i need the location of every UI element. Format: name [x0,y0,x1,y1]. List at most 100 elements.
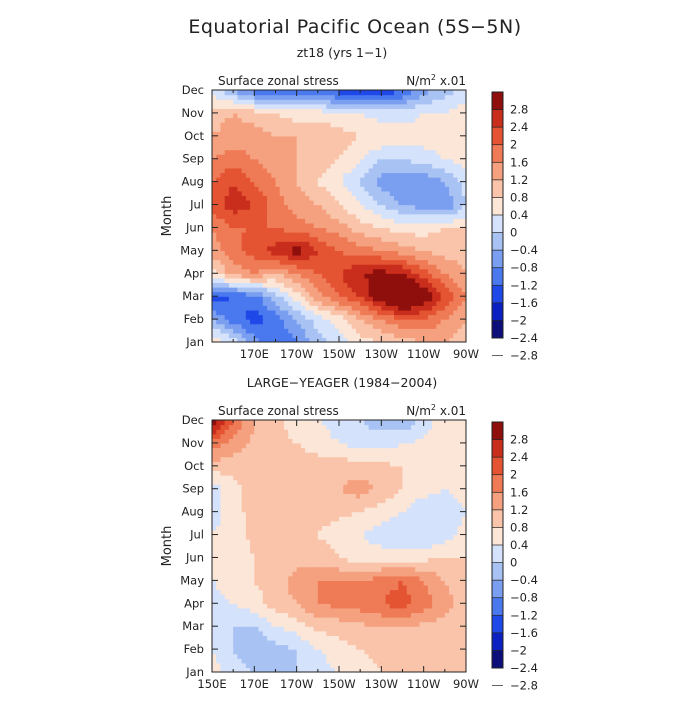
heatmap-cell [254,241,259,246]
heatmap-cell [398,635,403,640]
heatmap-cell [360,168,365,173]
heatmap-cell [267,296,272,301]
heatmap-cell [233,585,238,590]
heatmap-cell [339,168,344,173]
heatmap-cell [309,635,314,640]
heatmap-cell [394,159,399,164]
heatmap-cell [403,177,408,182]
heatmap-cell [356,580,361,585]
heatmap-cell [242,603,247,608]
heatmap-cell [331,255,336,260]
heatmap-cell [453,237,458,242]
heatmap-cell [424,108,429,113]
heatmap-cell [216,227,221,232]
heatmap-cell [343,301,348,306]
heatmap-cell [339,200,344,205]
heatmap-cell [453,172,458,177]
heatmap-cell [347,260,352,265]
heatmap-cell [271,127,276,132]
heatmap-cell [407,305,412,310]
heatmap-cell [292,590,297,595]
heatmap-cell [246,269,251,274]
heatmap-cell [360,599,365,604]
heatmap-cell [242,218,247,223]
heatmap-cell [377,649,382,654]
heatmap-cell [441,626,446,631]
heatmap-cell [377,182,382,187]
heatmap-cell [229,200,234,205]
heatmap-cell [369,594,374,599]
colorbar: 2.82.421.61.20.80.40−0.4−0.8−1.2−1.6−2−2… [492,92,538,363]
heatmap-cell [458,232,463,237]
heatmap-cell [386,99,391,104]
heatmap-cell [331,273,336,278]
heatmap-cell [377,200,382,205]
heatmap-cell [445,140,450,145]
heatmap-cell [419,223,424,228]
heatmap-cell [242,260,247,265]
heatmap-cell [284,177,289,182]
heatmap-cell [220,305,225,310]
heatmap-cell [377,214,382,219]
heatmap-cell [411,223,416,228]
heatmap-cell [403,608,408,613]
heatmap-cell [212,273,217,278]
heatmap-cell [314,576,319,581]
heatmap-cell [254,159,259,164]
heatmap-cell [212,113,217,118]
heatmap-cell [377,250,382,255]
heatmap-cell [220,649,225,654]
colorbar-swatch [492,303,503,321]
heatmap-cell [263,571,268,576]
heatmap-cell [288,154,293,159]
heatmap-cell [377,292,382,297]
heatmap-cell [432,108,437,113]
heatmap-cell [373,250,378,255]
heatmap-cell [242,172,247,177]
heatmap-cell [445,599,450,604]
heatmap-cell [335,191,340,196]
heatmap-cell [386,195,391,200]
heatmap-cell [263,232,268,237]
heatmap-cell [394,191,399,196]
heatmap-cell [449,200,454,205]
heatmap-cell [297,663,302,668]
heatmap-cell [233,553,238,558]
heatmap-cell [225,191,230,196]
heatmap-cell [386,603,391,608]
heatmap-cell [326,333,331,338]
heatmap-cell [411,117,416,122]
heatmap-cell [246,241,251,246]
heatmap-cell [284,145,289,150]
heatmap-cell [347,562,352,567]
heatmap-cell [288,640,293,645]
heatmap-cell [394,567,399,572]
heatmap-cell [314,227,319,232]
heatmap-cell [318,590,323,595]
heatmap-cell [318,282,323,287]
heatmap-cell [360,154,365,159]
heatmap-cell [386,594,391,599]
heatmap-cell [377,631,382,636]
heatmap-cell [364,90,369,95]
heatmap-cell [369,90,374,95]
colorbar-label: 0.4 [510,208,528,222]
heatmap-cell [271,333,276,338]
heatmap-cell [335,223,340,228]
heatmap-cell [233,567,238,572]
heatmap-cell [280,250,285,255]
heatmap-cell [356,122,361,127]
heatmap-cell [259,264,264,269]
heatmap-cell [377,227,382,232]
heatmap-cell [309,608,314,613]
heatmap-cell [229,195,234,200]
heatmap-cell [407,571,412,576]
heatmap-cell [428,557,433,562]
heatmap-cell [390,305,395,310]
heatmap-cell [225,104,230,109]
heatmap-cell [364,557,369,562]
heatmap-cell [246,571,251,576]
y-tick-label: Dec [182,83,204,97]
heatmap-cell [352,640,357,645]
